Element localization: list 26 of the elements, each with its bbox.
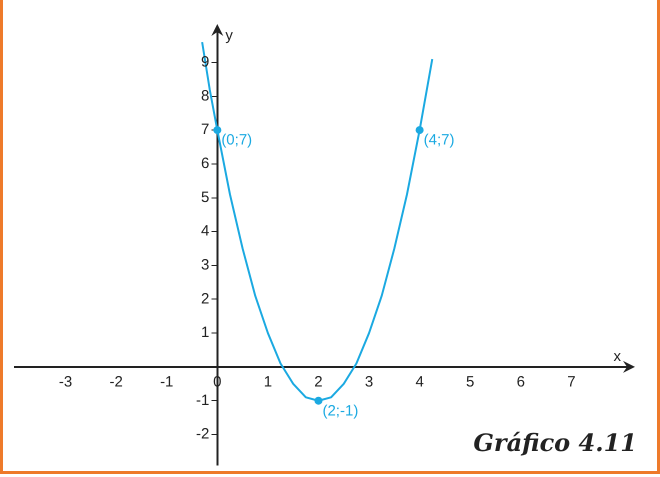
x-tick-label: 2	[314, 374, 323, 391]
annotation: (0;7)	[221, 132, 252, 149]
y-tick-label: 7	[200, 121, 210, 138]
x-tick-label: 7	[567, 374, 576, 391]
y-tick-label: 1	[200, 324, 210, 342]
y-axis-title: y	[225, 27, 234, 44]
y-tick-label: 8	[200, 87, 210, 104]
x-tick-label: 1	[264, 374, 272, 391]
y-tick-label: 4	[200, 222, 210, 240]
x-tick-label: -3	[58, 374, 72, 391]
x-tick-label: 3	[364, 374, 374, 391]
x-tick-label: -2	[109, 374, 123, 391]
x-tick-label: 4	[415, 374, 424, 391]
y-tick-label: -2	[196, 426, 210, 443]
x-tick-label: -1	[160, 374, 174, 391]
y-tick-label: 5	[200, 188, 210, 206]
y-tick-label: 2	[200, 290, 210, 308]
x-axis-title: x	[614, 348, 622, 365]
y-tick-label: 6	[200, 155, 210, 172]
annotation: Gráfico 4.11	[473, 428, 637, 457]
x-tick-label: 6	[516, 374, 525, 391]
y-tick-label: 3	[200, 256, 210, 274]
x-tick-label: 5	[466, 374, 474, 391]
annotation: (4;7)	[424, 132, 454, 149]
y-tick-label: -1	[196, 392, 210, 409]
annotation: (2;-1)	[322, 402, 358, 420]
